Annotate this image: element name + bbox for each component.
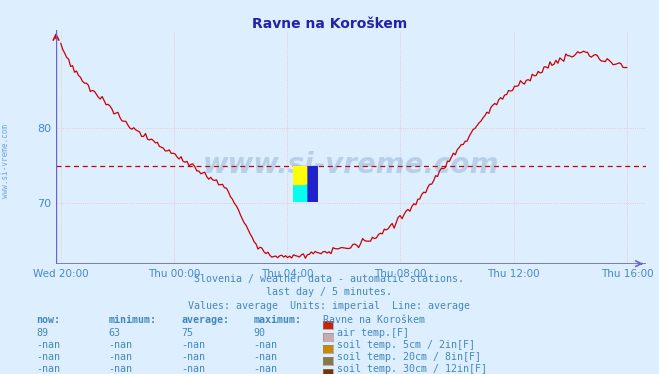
Text: soil temp. 30cm / 12in[F]: soil temp. 30cm / 12in[F] [337, 364, 488, 374]
Bar [293, 184, 306, 202]
Bar [293, 166, 306, 184]
Text: 75: 75 [181, 328, 193, 338]
Text: average:: average: [181, 315, 229, 325]
Text: soil temp. 20cm / 8in[F]: soil temp. 20cm / 8in[F] [337, 352, 482, 362]
Text: -nan: -nan [181, 352, 205, 362]
Text: -nan: -nan [109, 364, 132, 374]
Text: last day / 5 minutes.: last day / 5 minutes. [266, 287, 393, 297]
Text: -nan: -nan [254, 364, 277, 374]
Text: air temp.[F]: air temp.[F] [337, 328, 409, 338]
Text: -nan: -nan [36, 340, 60, 350]
Polygon shape [293, 166, 306, 202]
Text: -nan: -nan [36, 364, 60, 374]
Text: -nan: -nan [254, 352, 277, 362]
Text: -nan: -nan [109, 352, 132, 362]
Text: www.si-vreme.com: www.si-vreme.com [1, 124, 10, 198]
Text: 90: 90 [254, 328, 266, 338]
Text: Values: average  Units: imperial  Line: average: Values: average Units: imperial Line: av… [188, 301, 471, 311]
Text: 63: 63 [109, 328, 121, 338]
Text: minimum:: minimum: [109, 315, 157, 325]
Text: -nan: -nan [181, 364, 205, 374]
Text: Ravne na Koroškem: Ravne na Koroškem [323, 315, 425, 325]
Text: -nan: -nan [109, 340, 132, 350]
Text: maximum:: maximum: [254, 315, 302, 325]
Text: www.si-vreme.com: www.si-vreme.com [203, 151, 499, 180]
Text: soil temp. 5cm / 2in[F]: soil temp. 5cm / 2in[F] [337, 340, 475, 350]
Text: Ravne na Koroškem: Ravne na Koroškem [252, 17, 407, 31]
Polygon shape [293, 166, 318, 202]
Text: 89: 89 [36, 328, 48, 338]
Text: -nan: -nan [181, 340, 205, 350]
Text: Slovenia / weather data - automatic stations.: Slovenia / weather data - automatic stat… [194, 274, 465, 284]
Bar [293, 166, 306, 184]
Text: -nan: -nan [254, 340, 277, 350]
Text: now:: now: [36, 315, 60, 325]
Polygon shape [293, 184, 306, 202]
Text: -nan: -nan [36, 352, 60, 362]
